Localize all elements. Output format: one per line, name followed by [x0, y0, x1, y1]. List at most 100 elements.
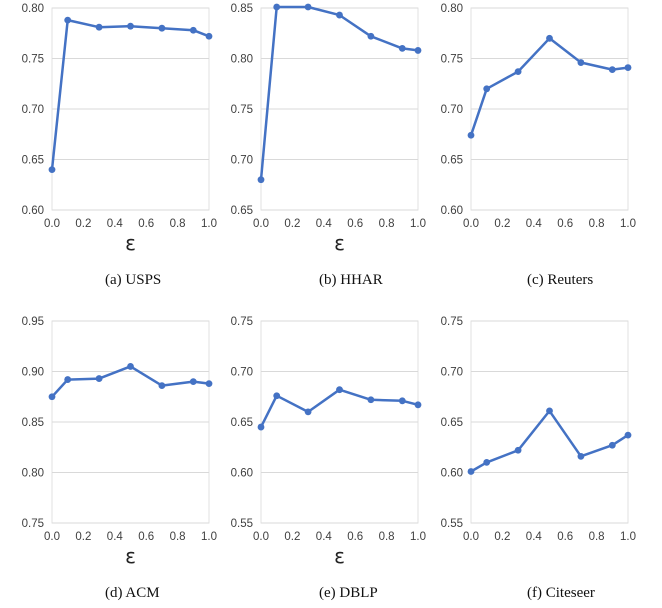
- chart-panel-6: 0.55 0.60 0.65 0.70 0.75 0.0 0.2 0.4 0.6 0.8 1.0 (f…: [441, 316, 636, 601]
- subfigure-caption: (a) USPS: [105, 272, 161, 288]
- x-tick-label: 0.0: [253, 531, 269, 543]
- data-point: [189, 26, 197, 34]
- x-tick-label: 0.4: [107, 531, 124, 543]
- chart-panel-3: 0.60 0.65 0.70 0.75 0.80 0.0 0.2 0.4 0.6 0.8 1.0 (c…: [441, 3, 636, 288]
- subfigure-caption: (c) Reuters: [527, 272, 593, 288]
- x-tick-label: 0.0: [463, 531, 479, 543]
- y-tick-label: 0.70: [22, 104, 44, 116]
- data-point: [257, 176, 265, 184]
- data-point: [304, 408, 312, 416]
- x-tick-label: 1.0: [201, 218, 217, 230]
- y-tick-label: 0.75: [231, 316, 253, 328]
- series-line: [470, 409, 629, 473]
- data-point: [158, 24, 166, 32]
- y-tick-label: 0.60: [441, 468, 463, 480]
- data-point: [546, 407, 553, 415]
- x-tick-label: 0.8: [589, 218, 605, 230]
- data-point: [398, 45, 406, 52]
- y-tick-label: 0.65: [441, 417, 463, 429]
- series-line: [259, 5, 419, 180]
- data-point: [189, 378, 197, 385]
- chart-panel-1: 0.60 0.65 0.70 0.75 0.80 0.0 0.2 0.4 0.6 0.8 1.0 ε (…: [22, 3, 217, 288]
- data-point: [273, 3, 281, 11]
- y-tick-label: 0.70: [441, 104, 463, 116]
- y-tick-label: 0.80: [22, 468, 44, 480]
- x-tick-label: 0.0: [463, 218, 479, 230]
- data-point: [624, 431, 632, 439]
- data-point: [95, 375, 103, 382]
- x-tick-label: 0.8: [170, 531, 186, 543]
- y-tick-label: 0.65: [231, 417, 253, 429]
- chart-panel-4: 0.75 0.80 0.85 0.90 0.95 0.0 0.2 0.4 0.6 0.8 1.0 ε (…: [22, 316, 217, 601]
- data-point: [95, 23, 103, 31]
- x-tick-label: 0.6: [347, 218, 363, 230]
- x-tick-label: 0.6: [138, 218, 154, 230]
- x-tick-label: 1.0: [620, 218, 636, 230]
- data-point: [205, 32, 213, 40]
- data-point: [205, 380, 213, 388]
- data-point: [608, 66, 616, 74]
- y-tick-label: 0.60: [22, 205, 44, 217]
- subfigure-caption: (b) HHAR: [319, 272, 383, 288]
- x-tick-label: 0.0: [44, 218, 60, 230]
- data-point: [467, 131, 475, 139]
- y-tick-label: 0.60: [231, 468, 253, 480]
- series-line: [51, 365, 210, 398]
- y-tick-label: 0.90: [22, 367, 44, 379]
- y-tick-label: 0.80: [231, 54, 253, 66]
- x-tick-label: 0.4: [526, 531, 543, 543]
- y-tick-label: 0.70: [231, 367, 253, 379]
- data-point: [367, 396, 375, 404]
- data-point: [257, 423, 265, 431]
- data-point: [398, 397, 406, 405]
- data-point: [127, 363, 134, 370]
- subfigure-caption: (e) DBLP: [319, 585, 378, 601]
- data-point: [127, 22, 134, 30]
- data-point: [514, 446, 522, 454]
- y-tick-label: 0.85: [231, 3, 253, 15]
- y-tick-label: 0.70: [441, 367, 463, 379]
- y-tick-label: 0.65: [441, 155, 463, 167]
- data-point: [514, 68, 522, 76]
- y-tick-label: 0.75: [22, 518, 44, 530]
- x-tick-label: 0.6: [347, 531, 363, 543]
- x-tick-label: 1.0: [620, 531, 636, 543]
- y-tick-label: 0.75: [231, 104, 253, 116]
- data-point: [273, 392, 281, 400]
- y-tick-label: 0.95: [22, 316, 44, 328]
- data-point: [64, 16, 72, 24]
- data-point: [414, 401, 422, 409]
- x-axis-label: ε: [125, 544, 136, 568]
- x-tick-label: 0.4: [526, 218, 543, 230]
- x-tick-label: 0.6: [557, 218, 573, 230]
- y-tick-label: 0.65: [22, 155, 44, 167]
- y-tick-label: 0.80: [441, 3, 463, 15]
- x-axis-label: ε: [334, 231, 345, 255]
- chart-panel-2: 0.65 0.70 0.75 0.80 0.85 0.0 0.2 0.4 0.6 0.8 1.0 ε (…: [231, 3, 426, 288]
- data-point: [483, 459, 491, 466]
- y-tick-label: 0.55: [231, 518, 253, 530]
- x-tick-label: 1.0: [410, 218, 426, 230]
- data-point: [577, 59, 585, 66]
- chart-panel-5: 0.55 0.60 0.65 0.70 0.75 0.0 0.2 0.4 0.6 0.8 1.0 ε (…: [231, 316, 426, 601]
- y-tick-label: 0.80: [22, 3, 44, 15]
- subfigure-caption: (d) ACM: [105, 585, 160, 601]
- data-point: [608, 441, 616, 449]
- x-tick-label: 0.4: [107, 218, 124, 230]
- x-tick-label: 0.2: [75, 531, 91, 543]
- x-tick-label: 0.6: [557, 531, 573, 543]
- x-tick-label: 1.0: [201, 531, 217, 543]
- x-tick-label: 0.8: [170, 218, 186, 230]
- x-axis-label: ε: [334, 544, 345, 568]
- x-tick-label: 0.2: [284, 531, 300, 543]
- y-tick-label: 0.75: [22, 54, 44, 66]
- y-tick-label: 0.70: [231, 155, 253, 167]
- x-axis-label: ε: [125, 231, 136, 255]
- data-point: [414, 47, 422, 54]
- x-tick-label: 0.2: [494, 218, 510, 230]
- y-tick-label: 0.75: [441, 54, 463, 66]
- data-point: [336, 386, 343, 394]
- x-tick-label: 0.6: [138, 531, 154, 543]
- data-point: [577, 452, 585, 460]
